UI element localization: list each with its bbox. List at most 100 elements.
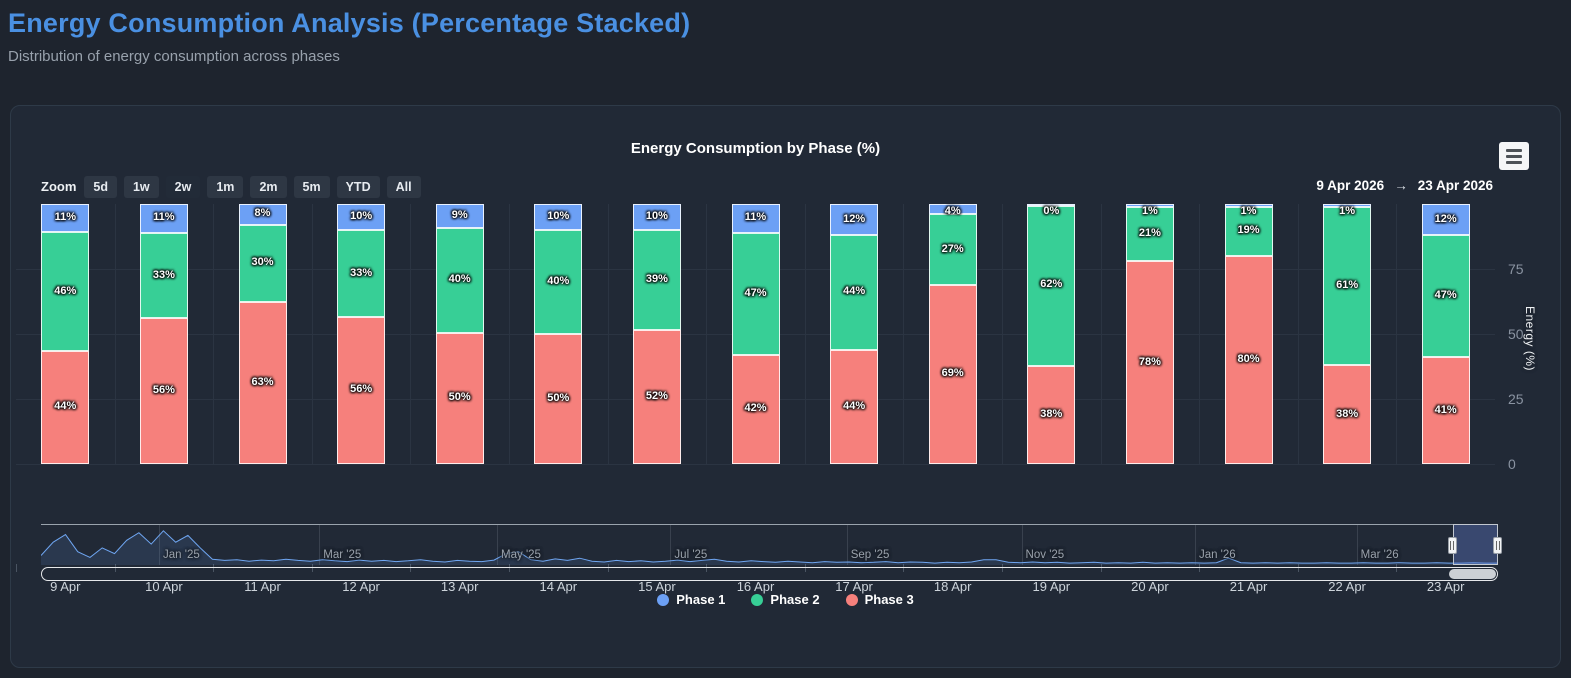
bar-segment-phase-1[interactable]	[830, 204, 879, 236]
stacked-bar-21-apr[interactable]	[1224, 204, 1273, 464]
zoom-button-ytd[interactable]: YTD	[336, 175, 380, 198]
bar-segment-phase-2[interactable]	[632, 229, 681, 331]
navigator-handle-left[interactable]	[1447, 537, 1457, 554]
bar-segment-phase-3[interactable]	[928, 284, 977, 464]
hamburger-menu-icon[interactable]	[1499, 142, 1529, 170]
range-to[interactable]: 23 Apr 2026	[1417, 178, 1493, 193]
navigator-selected-window[interactable]	[1452, 524, 1498, 565]
bar-segment-phase-2[interactable]	[238, 224, 287, 302]
bar-segment-phase-1[interactable]	[534, 204, 583, 230]
x-axis-label: 12 Apr	[342, 579, 380, 594]
stacked-bar-11-apr[interactable]	[238, 204, 287, 464]
x-gridline	[114, 204, 116, 464]
bar-segment-phase-1[interactable]	[731, 204, 780, 233]
stacked-bar-16-apr[interactable]	[731, 204, 780, 464]
zoom-button-2w[interactable]: 2w	[165, 175, 201, 198]
chart-title: Energy Consumption by Phase (%)	[630, 140, 881, 157]
bar-segment-phase-3[interactable]	[1027, 365, 1076, 464]
bar-segment-phase-2[interactable]	[1027, 206, 1076, 366]
stacked-bar-13-apr[interactable]	[435, 204, 484, 464]
bar-segment-phase-2[interactable]	[1323, 206, 1372, 366]
x-axis-label: 15 Apr	[638, 579, 676, 594]
bar-segment-phase-3[interactable]	[41, 350, 90, 464]
navigator-month-label: Jan '25	[163, 549, 200, 561]
stacked-bar-22-apr[interactable]	[1323, 204, 1372, 464]
stacked-bar-15-apr[interactable]	[632, 204, 681, 464]
navigator-handle-right[interactable]	[1493, 537, 1502, 554]
zoom-button-1m[interactable]: 1m	[207, 175, 244, 198]
bar-segment-phase-1[interactable]	[337, 204, 386, 231]
bar-segment-phase-2[interactable]	[534, 230, 583, 334]
legend-item-phase-3[interactable]: Phase 3	[845, 592, 914, 607]
scrollbar-thumb[interactable]	[1448, 569, 1496, 579]
x-tick	[706, 564, 708, 572]
navigator[interactable]: Jan '25 Mar '25 May '25 Jul '25 Sep '25 Nov '…	[41, 524, 1502, 565]
bar-segment-phase-3[interactable]	[632, 330, 681, 464]
bar-segment-phase-1[interactable]	[435, 204, 484, 228]
zoom-button-2m[interactable]: 2m	[250, 175, 287, 198]
bar-segment-phase-2[interactable]	[928, 214, 977, 285]
legend-item-phase-2[interactable]: Phase 2	[751, 592, 820, 607]
x-tick	[16, 564, 17, 572]
bar-segment-phase-2[interactable]	[435, 227, 484, 333]
x-axis-label: 16 Apr	[736, 579, 775, 594]
bar-segment-phase-3[interactable]	[1224, 255, 1273, 464]
zoom-button-1w[interactable]: 1w	[123, 175, 159, 198]
navigator-month-gridline	[846, 525, 848, 565]
bar-segment-phase-3[interactable]	[435, 332, 484, 464]
range-from[interactable]: 9 Apr 2026	[1316, 178, 1385, 193]
stacked-bar-23-apr[interactable]	[1421, 204, 1470, 464]
bar-segment-phase-2[interactable]	[41, 232, 90, 351]
legend-label: Phase 1	[676, 592, 726, 607]
bar-segment-phase-1[interactable]	[1027, 204, 1076, 206]
bar-segment-phase-3[interactable]	[337, 316, 386, 464]
zoom-button-5d[interactable]: 5d	[84, 175, 117, 198]
bar-segment-phase-1[interactable]	[139, 204, 188, 233]
x-gridline	[1396, 204, 1398, 464]
bar-segment-phase-2[interactable]	[1224, 206, 1273, 256]
x-axis-label: 14 Apr	[539, 579, 578, 594]
bar-segment-phase-3[interactable]	[1421, 357, 1470, 464]
x-axis-label: 13 Apr	[440, 579, 479, 594]
y-gridline	[16, 464, 1495, 465]
stacked-bar-19-apr[interactable]	[1027, 204, 1076, 464]
navigator-month-gridline	[670, 525, 672, 565]
stacked-bar-18-apr[interactable]	[928, 204, 977, 464]
x-tick	[1396, 564, 1398, 572]
bar-segment-phase-1[interactable]	[928, 204, 977, 215]
zoom-button-5m[interactable]: 5m	[293, 175, 330, 198]
bar-segment-phase-1[interactable]	[1323, 204, 1372, 207]
legend-item-phase-1[interactable]: Phase 1	[657, 592, 725, 607]
bar-segment-phase-3[interactable]	[238, 301, 287, 464]
bar-segment-phase-1[interactable]	[1125, 204, 1174, 207]
bar-segment-phase-2[interactable]	[731, 232, 780, 355]
bar-segment-phase-1[interactable]	[632, 204, 681, 230]
bar-segment-phase-1[interactable]	[1224, 204, 1273, 207]
zoom-button-all[interactable]: All	[386, 175, 421, 198]
stacked-bar-17-apr[interactable]	[830, 204, 879, 464]
stacked-bar-9-apr[interactable]	[41, 204, 90, 464]
bar-segment-phase-2[interactable]	[337, 230, 386, 317]
bar-segment-phase-3[interactable]	[534, 334, 583, 464]
bar-segment-phase-2[interactable]	[139, 232, 188, 319]
navigator-month-gridline	[497, 525, 499, 565]
y-tick-label: 0	[1508, 456, 1516, 472]
stacked-bar-14-apr[interactable]	[534, 204, 583, 464]
stacked-bar-10-apr[interactable]	[139, 204, 188, 464]
bar-segment-phase-2[interactable]	[830, 235, 879, 350]
scrollbar-track[interactable]	[41, 567, 1498, 581]
bar-segment-phase-1[interactable]	[41, 204, 90, 233]
bar-segment-phase-2[interactable]	[1421, 235, 1470, 358]
stacked-bar-20-apr[interactable]	[1125, 204, 1174, 464]
x-gridline	[1100, 204, 1102, 464]
bar-segment-phase-3[interactable]	[731, 354, 780, 464]
bar-segment-phase-3[interactable]	[1323, 365, 1372, 464]
bar-segment-phase-2[interactable]	[1125, 206, 1174, 262]
bar-segment-phase-3[interactable]	[1125, 261, 1174, 464]
legend-label: Phase 3	[864, 592, 914, 607]
stacked-bar-12-apr[interactable]	[337, 204, 386, 464]
bar-segment-phase-1[interactable]	[238, 204, 287, 225]
bar-segment-phase-3[interactable]	[139, 318, 188, 464]
bar-segment-phase-1[interactable]	[1421, 204, 1470, 236]
bar-segment-phase-3[interactable]	[830, 349, 879, 464]
